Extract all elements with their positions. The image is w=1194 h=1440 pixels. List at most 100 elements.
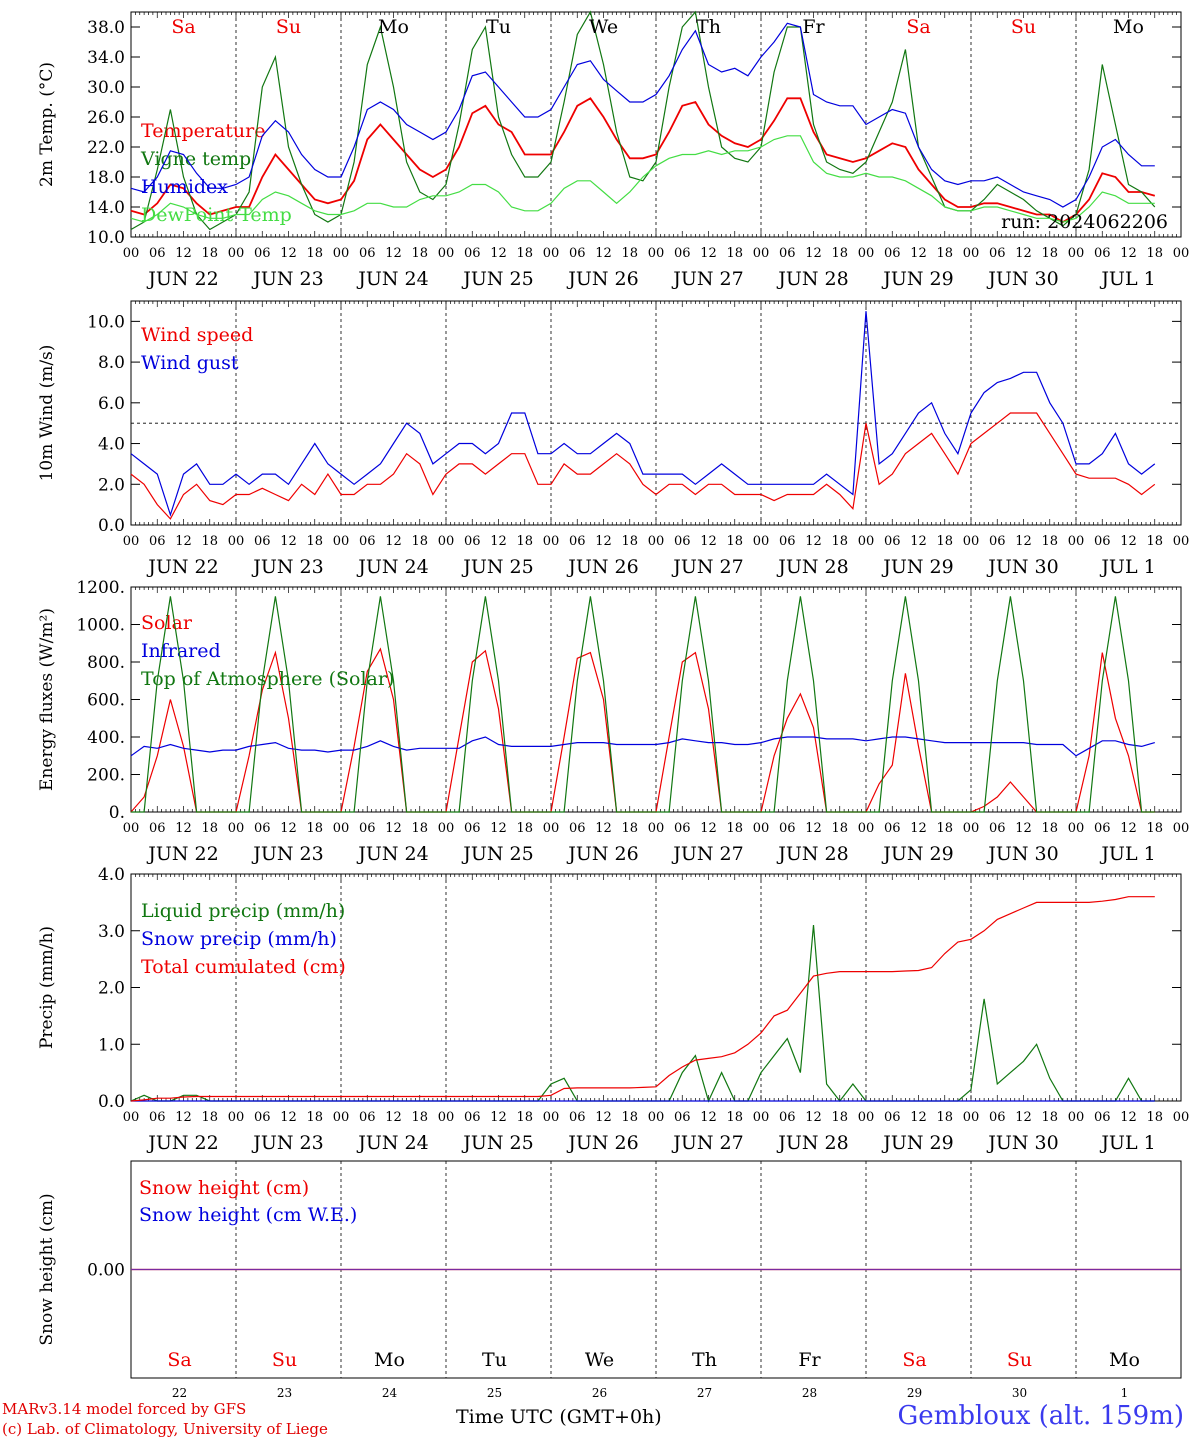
hour-label: 18 — [411, 821, 428, 836]
hour-label: 06 — [779, 1110, 796, 1125]
hour-label: 18 — [621, 246, 638, 261]
hour-label: 18 — [1146, 246, 1163, 261]
y-axis-label: 2m Temp. (°C) — [37, 62, 57, 187]
hour-label: 12 — [595, 821, 612, 836]
hour-label: 18 — [306, 1110, 323, 1125]
hour-label: 12 — [595, 246, 612, 261]
hour-label: 00 — [123, 1110, 140, 1125]
hour-label: 18 — [936, 534, 953, 549]
legend-entry: Top of Atmosphere (Solar) — [141, 668, 394, 690]
hour-label: 18 — [201, 1110, 218, 1125]
hour-label: 12 — [595, 1110, 612, 1125]
hour-label: 06 — [569, 246, 586, 261]
date-label: JUN 23 — [251, 1132, 323, 1154]
y-axis-label: Energy fluxes (W/m²) — [37, 608, 57, 791]
hour-label: 06 — [464, 821, 481, 836]
hour-label: 18 — [936, 246, 953, 261]
weekday-label: Fr — [798, 1349, 821, 1371]
hour-label: 00 — [1068, 821, 1085, 836]
hour-label: 00 — [753, 246, 770, 261]
hour-label: 12 — [910, 246, 927, 261]
hour-label: 12 — [280, 1110, 297, 1125]
hour-label: 12 — [385, 1110, 402, 1125]
hour-label: 00 — [333, 821, 350, 836]
hour-label: 12 — [1015, 534, 1032, 549]
panel-frame — [130, 586, 1182, 813]
date-label: JUN 25 — [461, 556, 533, 578]
hour-label: 06 — [674, 246, 691, 261]
hour-label: 18 — [1146, 821, 1163, 836]
day-number: 23 — [277, 1386, 292, 1400]
hour-label: 00 — [753, 534, 770, 549]
hour-label: 18 — [1041, 821, 1058, 836]
date-label: JUN 28 — [776, 268, 848, 290]
hour-label: 06 — [359, 821, 376, 836]
date-label: JUN 26 — [566, 268, 638, 290]
date-label: JUN 30 — [986, 556, 1058, 578]
hour-label: 06 — [989, 1110, 1006, 1125]
hour-label: 06 — [779, 821, 796, 836]
hour-label: 12 — [910, 1110, 927, 1125]
y-tick-label: 6.0 — [98, 394, 125, 414]
hour-label: 06 — [464, 246, 481, 261]
y-tick-label: 1000. — [76, 616, 125, 636]
date-label: JUN 24 — [356, 268, 428, 290]
weekday-label: Fr — [802, 16, 825, 38]
hour-label: 00 — [543, 246, 560, 261]
hour-label: 12 — [280, 821, 297, 836]
y-tick-label: 10.0 — [87, 228, 125, 248]
weekday-label: Sa — [906, 16, 930, 38]
date-label: JUN 26 — [566, 843, 638, 865]
date-label: JUN 26 — [566, 556, 638, 578]
hour-label: 18 — [831, 1110, 848, 1125]
weekday-label: Mo — [378, 16, 409, 38]
hour-label: 12 — [1015, 821, 1032, 836]
series-line — [131, 596, 1155, 813]
hour-label: 00 — [228, 821, 245, 836]
legend-entry: Snow precip (mm/h) — [141, 928, 337, 950]
x-axis-label: Time UTC (GMT+0h) — [456, 1406, 662, 1428]
date-label: JUN 22 — [146, 556, 218, 578]
hour-label: 12 — [700, 246, 717, 261]
day-number: 25 — [487, 1386, 502, 1400]
series-line — [130, 22, 1155, 208]
date-label: JUN 29 — [881, 268, 953, 290]
date-label: JUN 23 — [251, 843, 323, 865]
legend-entry: Humidex — [141, 176, 228, 198]
y-tick-label: 8.0 — [98, 353, 125, 373]
hour-label: 00 — [1068, 1110, 1085, 1125]
location-label: Gembloux (alt. 159m) — [897, 1401, 1184, 1431]
hour-label: 12 — [175, 821, 192, 836]
hour-label: 12 — [1120, 821, 1137, 836]
hour-label: 18 — [1041, 534, 1058, 549]
weekday-label: We — [589, 16, 618, 38]
series-line — [130, 311, 1156, 517]
hour-label: 00 — [858, 1110, 875, 1125]
day-number: 30 — [1012, 1386, 1027, 1400]
hour-label: 12 — [175, 534, 192, 549]
day-number: 29 — [907, 1386, 922, 1400]
legend-entry: Liquid precip (mm/h) — [141, 900, 345, 922]
hour-label: 00 — [858, 534, 875, 549]
legend-entry: DewPoint Temp — [141, 204, 292, 226]
hour-label: 12 — [805, 821, 822, 836]
legend-entry: Snow height (cm) — [139, 1177, 309, 1199]
hour-label: 00 — [1173, 534, 1190, 549]
date-label: JUN 25 — [461, 843, 533, 865]
hour-label: 00 — [228, 1110, 245, 1125]
weekday-label: Tu — [486, 16, 511, 38]
hour-label: 00 — [228, 534, 245, 549]
hour-label: 06 — [464, 1110, 481, 1125]
weekday-label: Sa — [902, 1349, 926, 1371]
legend-entry: Solar — [141, 612, 193, 634]
hour-label: 18 — [411, 246, 428, 261]
hour-label: 00 — [1173, 821, 1190, 836]
date-label: JUN 22 — [146, 1132, 218, 1154]
date-label: JUL 1 — [1099, 843, 1155, 865]
hour-label: 00 — [648, 821, 665, 836]
series-line — [130, 896, 1155, 1102]
date-label: JUN 22 — [146, 268, 218, 290]
hour-label: 12 — [385, 534, 402, 549]
hour-label: 18 — [621, 534, 638, 549]
hour-label: 00 — [228, 246, 245, 261]
